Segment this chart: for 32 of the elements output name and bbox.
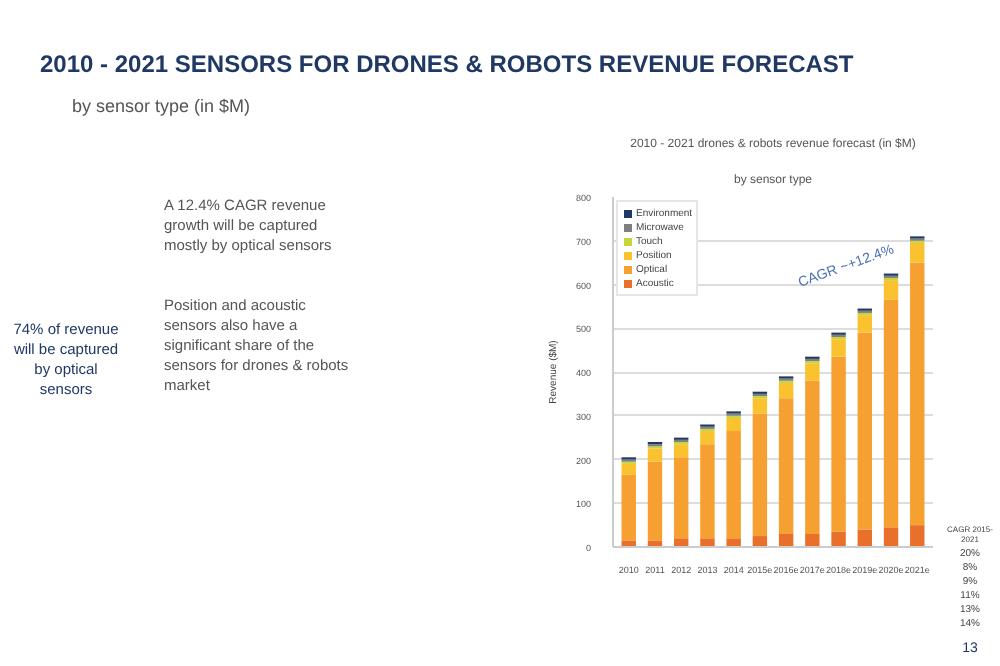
bar [831, 531, 846, 547]
bar [883, 280, 899, 300]
bar [805, 380, 820, 534]
bar [673, 444, 689, 458]
text: by sensor type (in $M) [70, 94, 253, 120]
bar [621, 463, 636, 475]
bar [726, 431, 741, 539]
bar [910, 262, 925, 526]
bar [752, 413, 768, 537]
bar [910, 242, 925, 263]
bar [805, 533, 820, 547]
bar [700, 431, 715, 445]
chart-title: 2010 - 2021 SENSORS FOR DRONES & ROBOTS REVENUE FORECAST [40, 48, 854, 82]
bar [778, 382, 794, 399]
bar [831, 356, 846, 532]
bar [621, 474, 636, 541]
bar [778, 398, 794, 534]
bar [883, 527, 899, 547]
bar [647, 448, 663, 462]
bar [857, 315, 873, 333]
bar [831, 339, 846, 357]
bar [752, 398, 768, 414]
bar [700, 444, 715, 539]
bar [910, 525, 925, 547]
bar [805, 363, 820, 381]
bar [857, 332, 873, 530]
bar [673, 457, 689, 539]
bar [647, 461, 663, 541]
bar [700, 538, 715, 547]
bar [726, 538, 741, 547]
bar [726, 417, 741, 432]
bar [883, 299, 899, 528]
